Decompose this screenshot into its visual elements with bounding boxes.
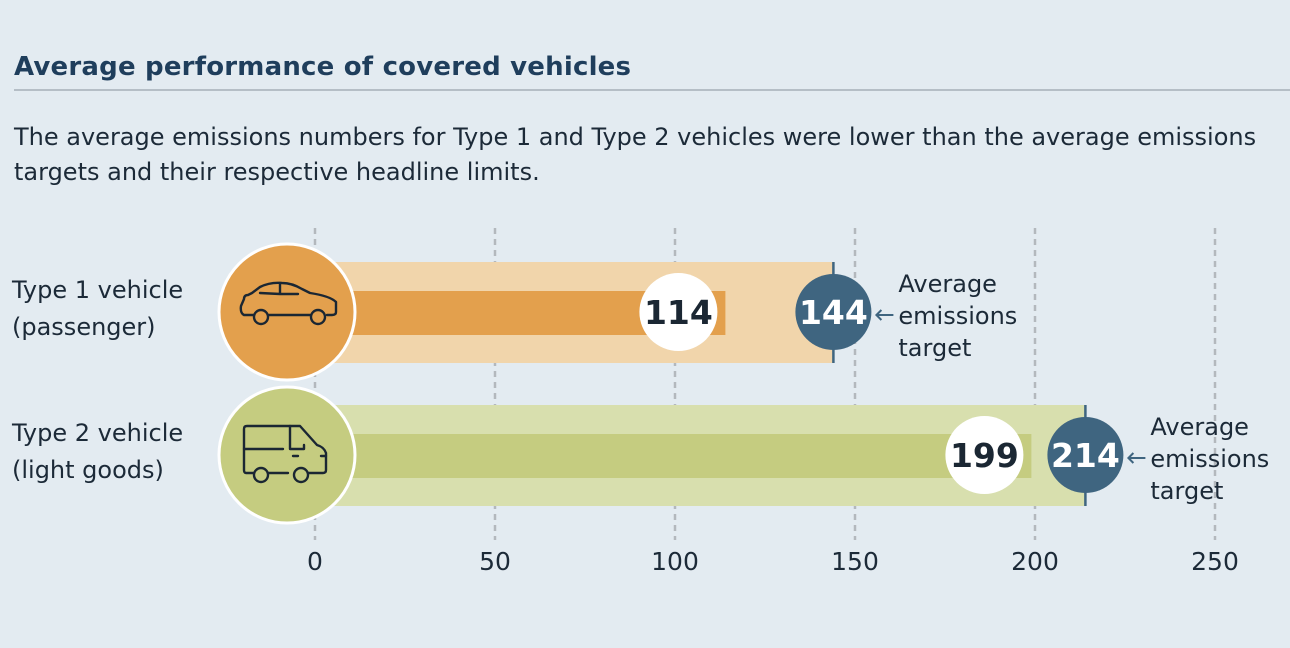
van-wheel [252, 466, 270, 484]
target-annotation: emissions [1150, 445, 1269, 473]
arrow-left-icon [874, 309, 894, 321]
target-annotation: target [898, 334, 971, 362]
x-tick-label: 200 [1011, 547, 1059, 576]
x-tick-label: 150 [831, 547, 879, 576]
value-bar [315, 434, 1032, 478]
target-annotation: Average [1150, 413, 1249, 441]
car-icon [239, 281, 338, 326]
category-label-type-2: Type 2 vehicle (light goods) [12, 415, 183, 489]
car-window [258, 281, 300, 296]
van-wheel [292, 466, 310, 484]
target-label-circle [1047, 417, 1124, 493]
van-details [242, 424, 328, 458]
category-label-line2: (light goods) [12, 456, 164, 484]
target-annotation: emissions [898, 302, 1017, 330]
category-label-line2: (passenger) [12, 313, 156, 341]
car-wheel [309, 308, 327, 326]
chart-subtitle: The average emissions numbers for Type 1… [14, 123, 1257, 186]
target-annotation: Average [898, 270, 997, 298]
target-label: 214 [1051, 436, 1120, 475]
category-label-type-1: Type 1 vehicle (passenger) [12, 272, 183, 346]
value-label-circle [945, 416, 1024, 494]
x-tick-label: 50 [479, 547, 511, 576]
chart-title: Average performance of covered vehicles [14, 52, 632, 82]
grid [313, 228, 1217, 540]
icon-circle [217, 242, 357, 382]
arrow-left-icon [1126, 452, 1146, 464]
x-tick-label: 0 [307, 547, 323, 576]
x-tick-label: 250 [1191, 547, 1239, 576]
value-label-circle [639, 273, 718, 351]
target-label: 144 [799, 293, 868, 332]
category-label-line1: Type 1 vehicle [12, 276, 184, 304]
title-divider [14, 89, 1290, 91]
value-label: 199 [950, 436, 1019, 475]
car-body [239, 281, 338, 317]
x-tick-label: 100 [651, 547, 699, 576]
icon-circle [217, 385, 357, 525]
target-annotation: target [1150, 477, 1223, 505]
van-icon [242, 424, 328, 484]
van-body [242, 424, 328, 475]
target-label-circle [795, 274, 872, 350]
car-wheel [252, 308, 270, 326]
value-label: 114 [644, 293, 713, 332]
category-label-line1: Type 2 vehicle [12, 419, 184, 447]
